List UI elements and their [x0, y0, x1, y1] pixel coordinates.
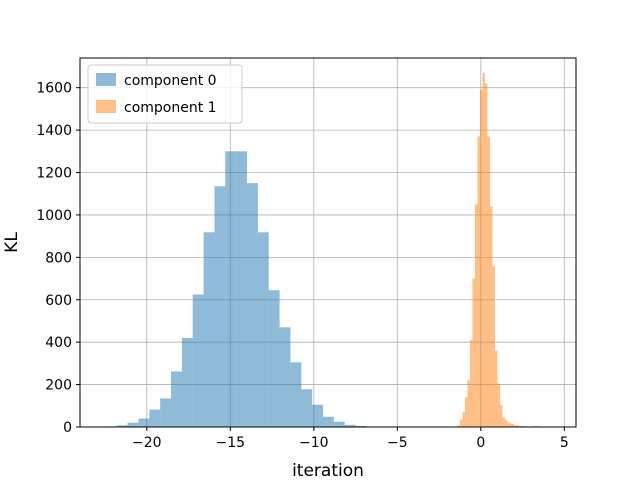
y-tick-label: 200 [45, 378, 72, 394]
bar-component-0 [181, 337, 193, 427]
legend-box [87, 64, 243, 124]
bar-component-0 [301, 389, 313, 427]
y-tick-label: 400 [45, 335, 72, 351]
bar-component-0 [344, 424, 356, 427]
plot-frame [79, 57, 577, 428]
bar-component-1 [505, 420, 508, 427]
y-tick-label: 800 [45, 250, 72, 266]
y-axis-ticks: 0 200 400 600 800 1000 1200 1400 1600 [36, 81, 80, 436]
x-axis-label: iteration [292, 461, 364, 480]
x-tick-label: 5 [560, 435, 569, 451]
bar-component-0 [225, 151, 237, 427]
bar-component-1 [510, 423, 515, 427]
bar-component-0 [247, 183, 258, 427]
bar-component-1 [482, 72, 485, 428]
bar-component-0 [355, 425, 367, 427]
bar-component-1 [495, 350, 498, 427]
bar-component-1 [457, 425, 460, 427]
bar-component-0 [138, 418, 150, 427]
bar-component-0 [171, 371, 182, 427]
y-tick-label: 1000 [36, 208, 72, 224]
legend: component 0 component 1 [87, 64, 243, 124]
y-tick-label: 0 [63, 420, 72, 436]
y-tick-label: 1600 [36, 81, 72, 97]
legend-label-component-1: component 1 [124, 100, 217, 116]
bar-component-1 [472, 278, 475, 427]
bar-component-0 [203, 232, 215, 427]
histogram-bars [105, 72, 540, 428]
bar-component-0 [279, 327, 291, 427]
bar-component-0 [333, 421, 345, 427]
bar-component-0 [257, 232, 269, 427]
bar-component-1 [514, 425, 520, 427]
bar-component-0 [116, 425, 128, 427]
bar-component-0 [290, 362, 302, 427]
bar-component-0 [149, 409, 161, 427]
bar-component-1 [489, 206, 493, 427]
y-axis-label: KL [2, 232, 22, 253]
x-tick-label: 0 [476, 435, 485, 451]
legend-swatch-component-0 [96, 73, 116, 86]
y-tick-label: 600 [45, 293, 72, 309]
bar-component-1 [507, 422, 511, 427]
y-tick-label: 1200 [36, 166, 72, 182]
bar-component-0 [192, 294, 204, 427]
bar-component-1 [532, 425, 540, 427]
bar-component-1 [462, 412, 465, 427]
legend-label-component-0: component 0 [124, 73, 217, 89]
bar-component-0 [322, 416, 334, 427]
bar-component-1 [500, 404, 503, 427]
x-tick-label: −15 [216, 435, 246, 451]
bar-component-1 [492, 265, 496, 427]
x-axis-ticks: −20 −15 −10 −5 0 5 [132, 427, 569, 451]
bar-component-1 [502, 417, 506, 427]
bar-component-1 [464, 397, 468, 427]
bar-component-1 [459, 419, 463, 427]
bar-component-1 [469, 340, 473, 427]
bar-component-1 [467, 380, 470, 427]
bar-component-0 [160, 398, 172, 427]
legend-swatch-component-1 [96, 100, 116, 113]
bar-component-0 [214, 186, 226, 427]
x-tick-label: −5 [387, 435, 408, 451]
bar-component-0 [312, 404, 323, 427]
bar-component-1 [487, 136, 490, 427]
bar-component-1 [497, 383, 501, 427]
bar-component-1 [484, 83, 488, 427]
y-tick-label: 1400 [36, 123, 72, 139]
x-tick-label: −20 [132, 435, 162, 451]
bar-component-1 [477, 136, 480, 427]
bar-component-1 [479, 89, 483, 427]
bar-component-0 [127, 422, 139, 427]
bar-component-1 [474, 204, 478, 427]
bar-component-0 [268, 290, 280, 427]
bar-component-0 [236, 151, 248, 427]
x-tick-label: −10 [299, 435, 329, 451]
